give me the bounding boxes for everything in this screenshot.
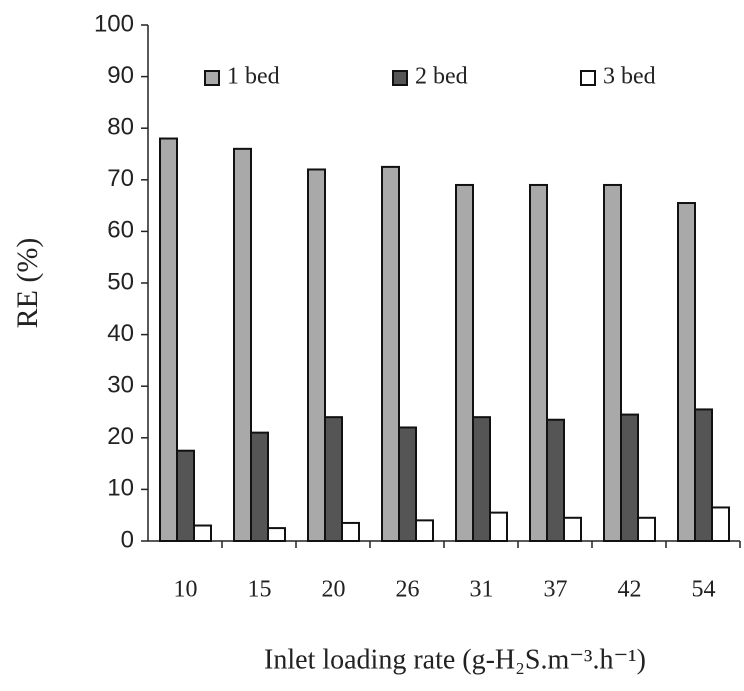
bar — [193, 524, 212, 543]
bar — [529, 183, 548, 543]
y-tick-label: 40 — [107, 320, 134, 347]
y-tick-label: 10 — [107, 475, 134, 502]
bar — [307, 168, 326, 542]
legend-swatch — [580, 70, 596, 86]
y-tick-label: 90 — [107, 62, 134, 89]
x-tick-label: 31 — [470, 577, 494, 603]
y-axis-label: RE (%) — [11, 238, 44, 329]
bar — [603, 183, 622, 543]
bar — [472, 416, 491, 542]
x-tick-label: 10 — [174, 577, 198, 603]
x-tick-label: 37 — [544, 577, 568, 603]
y-tick-label: 20 — [107, 423, 134, 450]
y-tick-label: 100 — [94, 10, 134, 37]
bar — [250, 431, 269, 543]
bar — [381, 165, 400, 542]
bar — [694, 408, 713, 543]
legend-label: 1 bed — [227, 64, 280, 90]
bar — [233, 147, 252, 542]
bar — [546, 418, 565, 542]
bar — [620, 413, 639, 542]
bar — [176, 449, 195, 543]
bar — [398, 426, 417, 543]
bar — [324, 416, 343, 542]
bar — [563, 516, 582, 543]
bar — [455, 183, 474, 543]
x-axis-label: Inlet loading rate (g-H₂S.m⁻³.h⁻¹) — [264, 644, 646, 675]
bar — [637, 516, 656, 543]
bar — [267, 527, 286, 542]
bar — [341, 521, 360, 543]
legend-swatch — [204, 70, 220, 86]
y-tick-label: 0 — [121, 526, 134, 553]
y-tick-label: 80 — [107, 114, 134, 141]
bar — [677, 202, 696, 543]
y-tick-label: 70 — [107, 165, 134, 192]
x-tick-label: 54 — [692, 577, 716, 603]
legend-label: 2 bed — [415, 64, 468, 90]
y-tick-label: 60 — [107, 217, 134, 244]
bar — [415, 519, 434, 542]
y-tick-label: 50 — [107, 268, 134, 295]
bar — [711, 506, 730, 542]
bar — [489, 511, 508, 542]
x-tick-label: 26 — [396, 577, 420, 603]
x-tick-label: 15 — [248, 577, 272, 603]
y-tick-label: 30 — [107, 372, 134, 399]
bar — [159, 137, 178, 543]
x-tick-label: 20 — [322, 577, 346, 603]
legend-label: 3 bed — [603, 64, 656, 90]
legend-swatch — [392, 70, 408, 86]
x-tick-label: 42 — [618, 577, 642, 603]
